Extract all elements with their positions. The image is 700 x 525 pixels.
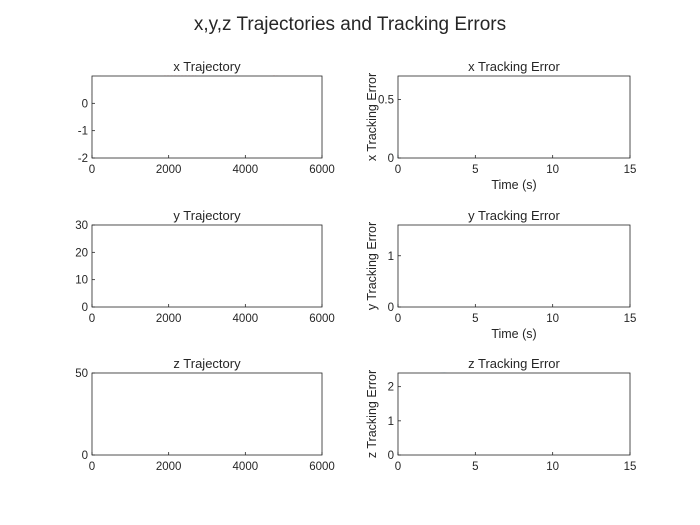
- subplot-4: 0 5 10 15 0 1 y Tracking Error Time (s) y Tracki…: [365, 208, 636, 341]
- x-tick-label: 2000: [156, 164, 182, 176]
- axes-frame: [91, 224, 323, 308]
- axes-frame: [397, 224, 631, 308]
- subplot-title: z Trajectory: [173, 356, 241, 371]
- x-tick-label: 0: [395, 461, 401, 473]
- x-tick-label: 5: [472, 164, 478, 176]
- subplot-title: y Tracking Error: [468, 208, 560, 223]
- subplot-title: x Tracking Error: [468, 59, 560, 74]
- x-tick-label: 15: [624, 164, 637, 176]
- x-tick-label: 0: [89, 164, 95, 176]
- figure-title: x,y,z Trajectories and Tracking Errors: [194, 14, 506, 35]
- axes-frame: [91, 372, 323, 456]
- y-tick-label: 1: [388, 416, 394, 428]
- axes-frame: [397, 75, 631, 159]
- y-tick-label: 0: [388, 450, 394, 462]
- y-tick-label: 0.5: [378, 94, 394, 106]
- y-axis-label: z Tracking Error: [365, 370, 379, 458]
- x-tick-label: 5: [472, 461, 478, 473]
- subplot-6: 0 5 10 15 0 1 2 z Tracking Error z Tracking Erro…: [365, 356, 636, 473]
- y-tick-label: -2: [78, 153, 88, 165]
- x-tick-label: 6000: [309, 461, 335, 473]
- x-tick-label: 2000: [156, 313, 182, 325]
- y-tick-label: 30: [75, 220, 88, 232]
- subplot-5: 0 2000 4000 6000 0 50 z Trajectory: [75, 356, 335, 473]
- x-tick-label: 0: [89, 461, 95, 473]
- subplot-1: 0 2000 4000 6000 -2 -1 0 x Trajectory: [78, 59, 335, 176]
- x-tick-label: 6000: [309, 164, 335, 176]
- x-tick-label: 10: [546, 164, 559, 176]
- y-tick-label: 2: [388, 382, 394, 394]
- x-tick-label: 10: [546, 313, 559, 325]
- x-tick-label: 0: [89, 313, 95, 325]
- y-axis-label: x Tracking Error: [365, 73, 379, 161]
- x-tick-label: 15: [624, 461, 637, 473]
- y-tick-label: 0: [82, 302, 88, 314]
- subplot-3: 0 2000 4000 6000 0 10 20 30 y Trajectory: [75, 208, 335, 325]
- y-tick-label: -1: [78, 126, 88, 138]
- x-tick-label: 5: [472, 313, 478, 325]
- x-tick-label: 2000: [156, 461, 182, 473]
- y-tick-label: 0: [388, 302, 394, 314]
- x-tick-label: 4000: [233, 164, 259, 176]
- y-tick-label: 10: [75, 275, 88, 287]
- x-tick-label: 0: [395, 313, 401, 325]
- x-axis-label: Time (s): [491, 327, 536, 341]
- y-tick-label: 20: [75, 247, 88, 259]
- axes-frame: [397, 372, 631, 456]
- y-tick-label: 0: [82, 98, 88, 110]
- x-tick-label: 4000: [233, 461, 259, 473]
- x-tick-label: 10: [546, 461, 559, 473]
- x-tick-label: 6000: [309, 313, 335, 325]
- y-tick-label: 1: [388, 251, 394, 263]
- x-tick-label: 4000: [233, 313, 259, 325]
- y-tick-label: 50: [75, 368, 88, 380]
- x-tick-label: 0: [395, 164, 401, 176]
- y-tick-label: 0: [82, 450, 88, 462]
- x-tick-label: 15: [624, 313, 637, 325]
- subplot-title: x Trajectory: [173, 59, 241, 74]
- subplot-title: y Trajectory: [173, 208, 241, 223]
- axes-frame: [91, 75, 323, 159]
- subplot-title: z Tracking Error: [468, 356, 560, 371]
- y-axis-label: y Tracking Error: [365, 222, 379, 310]
- y-tick-label: 0: [388, 153, 394, 165]
- x-axis-label: Time (s): [491, 178, 536, 192]
